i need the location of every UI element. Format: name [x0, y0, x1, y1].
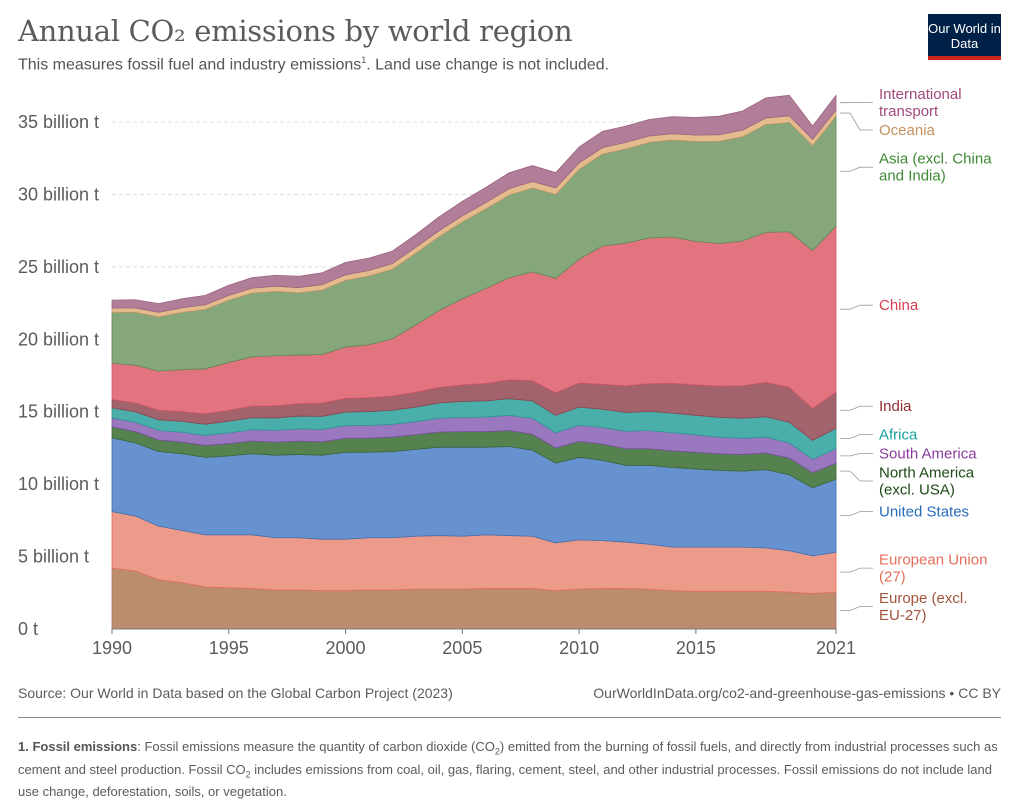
legend-label[interactable]: North America	[879, 464, 975, 481]
footnote-sub-2: 2	[245, 769, 251, 780]
x-tick-label: 1990	[92, 638, 132, 658]
legend-label[interactable]: China	[879, 297, 919, 314]
footnote-text-1: : Fossil emissions measure the quantity …	[137, 739, 495, 754]
chart-subtitle: This measures fossil fuel and industry e…	[18, 55, 609, 74]
legend-label[interactable]: Europe (excl.	[879, 590, 967, 607]
legend-connector	[840, 166, 873, 172]
stacked-area-chart: 0 t 5 billion t 10 billion t 15 billion t 20…	[18, 86, 992, 658]
footnote: 1. Fossil emissions: Fossil emissions me…	[18, 738, 1003, 800]
footnote-text-2: ) emitted from the burning of fossil fue…	[18, 739, 998, 777]
x-tick-label: 2021	[816, 638, 856, 658]
legend-label[interactable]: and India)	[879, 168, 946, 185]
legend-label[interactable]: Africa	[879, 426, 918, 443]
legend-connector	[840, 470, 873, 482]
footnote-ref[interactable]: 1	[361, 55, 367, 65]
legend-connector	[840, 434, 873, 439]
footer-divider	[18, 717, 1001, 718]
legend-label[interactable]: (27)	[879, 569, 906, 586]
legend-connector	[840, 567, 873, 573]
y-tick-label: 10 billion t	[18, 474, 99, 494]
legend-label[interactable]: Oceania	[879, 122, 936, 139]
subtitle-tail: . Land use change is not included.	[366, 56, 610, 74]
y-tick-label: 25 billion t	[18, 257, 99, 277]
x-tick-label: 2000	[326, 638, 366, 658]
x-tick-label: 2005	[442, 638, 482, 658]
legend-label[interactable]: South America	[879, 445, 977, 462]
legend-label[interactable]: India	[879, 398, 912, 415]
legend-label[interactable]: Asia (excl. China	[879, 151, 992, 168]
footnote-sub-1: 2	[494, 746, 500, 757]
legend-connector	[840, 304, 873, 310]
legend-connector	[840, 511, 873, 517]
area-international-transport[interactable]	[111, 94, 837, 313]
subtitle-text: This measures fossil fuel and industry e…	[18, 56, 362, 74]
legend-connector	[840, 453, 873, 457]
owid-logo[interactable]: Our World in Data	[928, 14, 1001, 60]
footnote-label: 1. Fossil emissions	[18, 739, 138, 754]
legend-connector	[840, 606, 873, 611]
y-tick-label: 30 billion t	[18, 184, 99, 204]
x-tick-label: 1995	[209, 638, 249, 658]
legend-connector	[840, 405, 873, 411]
legend-label[interactable]: International	[879, 86, 962, 103]
source-note: Source: Our World in Data based on the G…	[18, 685, 453, 701]
y-tick-label: 15 billion t	[18, 402, 99, 422]
footnote-text-3: includes emissions from coal, oil, gas, …	[18, 761, 992, 800]
legend-connector	[840, 112, 873, 131]
y-tick-label: 5 billion t	[18, 547, 89, 567]
legend-label[interactable]: European Union	[879, 552, 987, 569]
legend-label[interactable]: United States	[879, 504, 969, 521]
legend-label[interactable]: (excl. USA)	[879, 481, 955, 498]
legend-label[interactable]: EU-27)	[879, 607, 927, 624]
y-tick-label: 0 t	[18, 619, 38, 639]
x-tick-label: 2010	[559, 638, 599, 658]
x-tick-label: 2015	[676, 638, 716, 658]
source-url[interactable]: OurWorldInData.org/co2-and-greenhouse-ga…	[593, 685, 1001, 701]
y-tick-label: 20 billion t	[18, 329, 99, 349]
legend-label[interactable]: transport	[879, 103, 939, 120]
y-tick-label: 35 billion t	[18, 112, 99, 132]
chart-title: Annual CO₂ emissions by world region	[18, 14, 573, 48]
